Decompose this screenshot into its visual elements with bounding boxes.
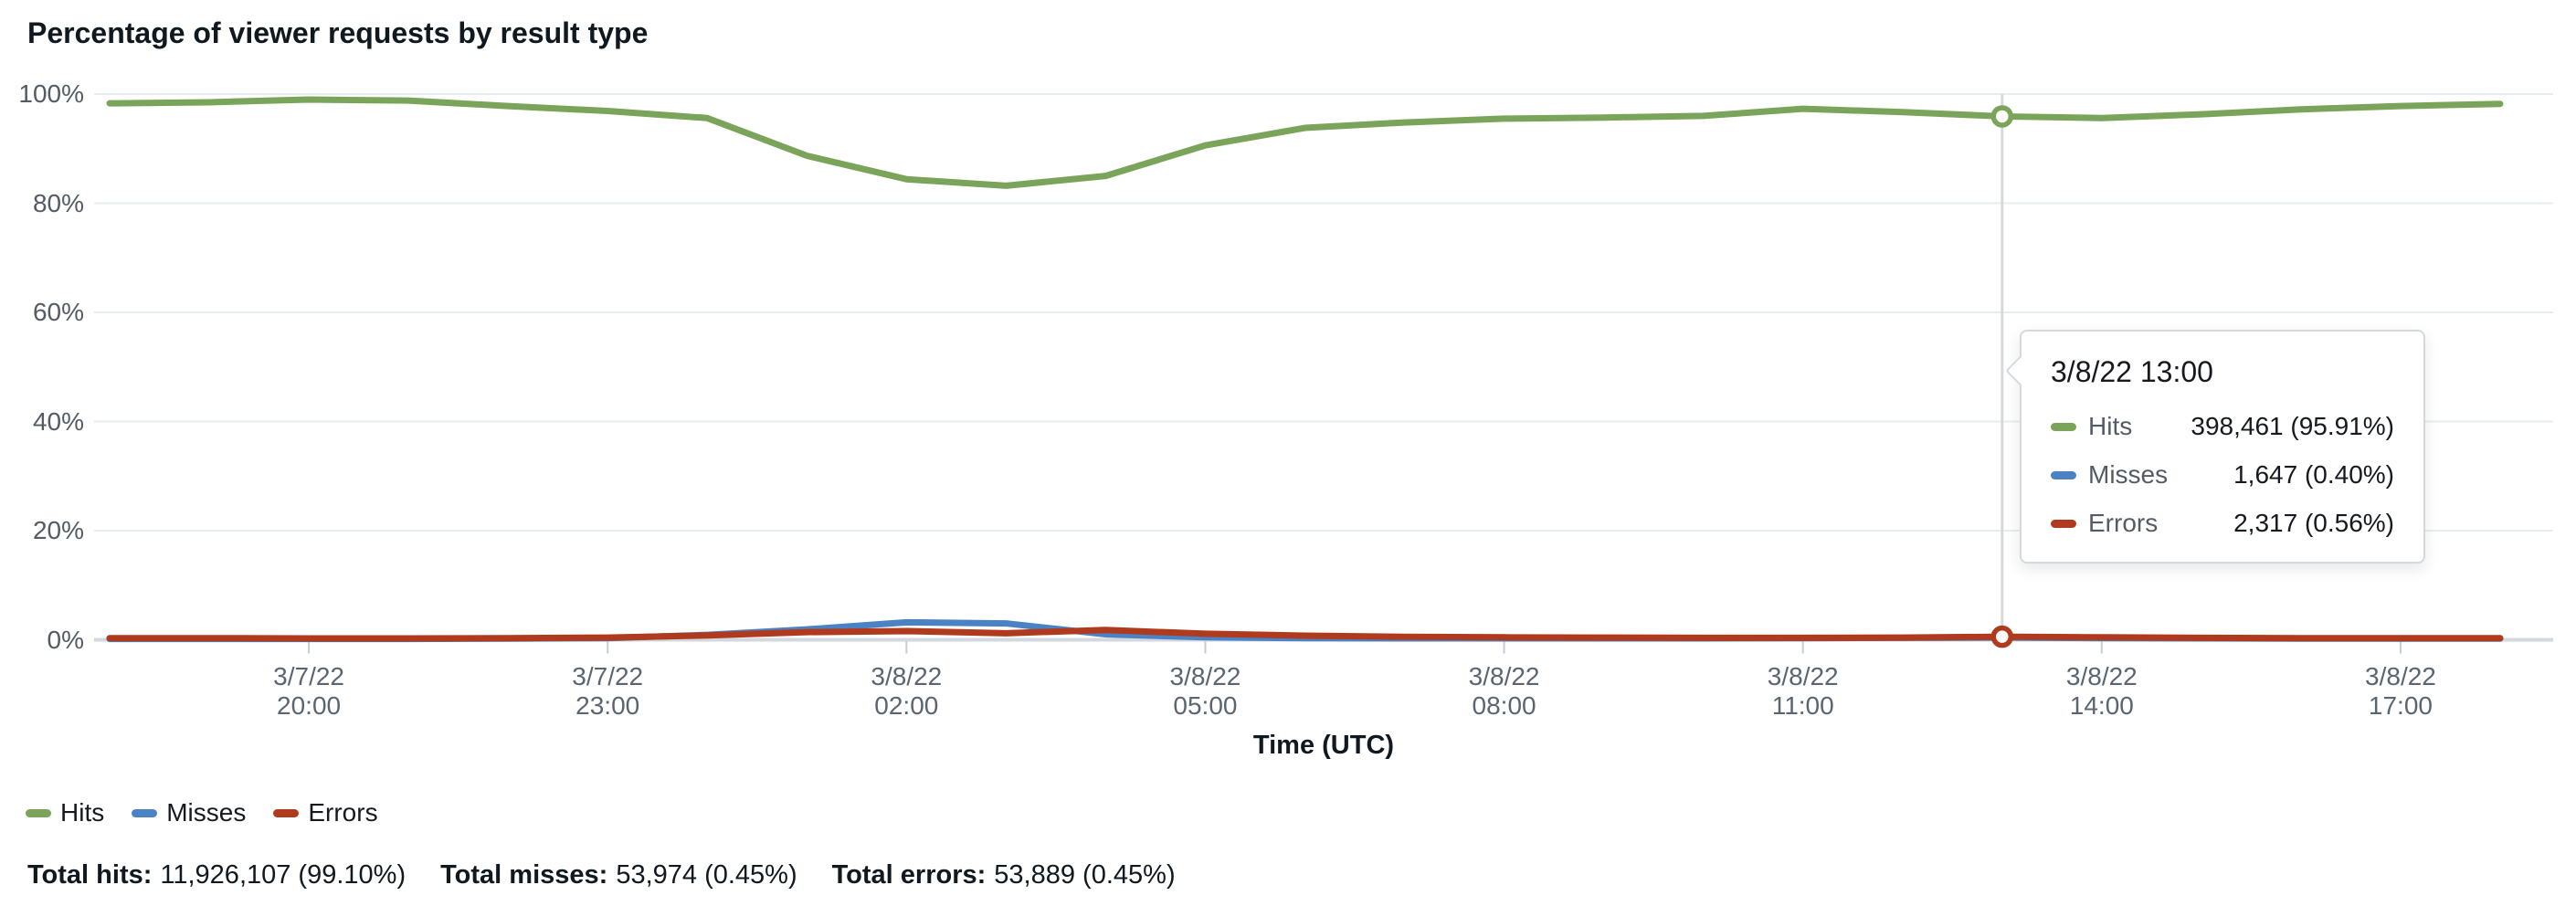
errors-series-swatch-icon (273, 808, 300, 817)
y-axis-label-100: 100% (18, 79, 84, 108)
total-total-errors: Total errors: 53,889 (0.45%) (832, 860, 1176, 890)
x-label-date: 3/8/22 (1468, 662, 1540, 690)
tooltip-series-value: 2,317 (0.56%) (2233, 509, 2394, 537)
x-label-date: 3/8/22 (2365, 662, 2436, 690)
tooltip-series-value: 398,461 (95.91%) (2191, 412, 2394, 440)
total-value: 53,974 (0.45%) (616, 859, 797, 890)
total-total-hits: Total hits: 11,926,107 (99.10%) (27, 860, 406, 890)
x-label-time: 05:00 (1173, 691, 1238, 720)
x-label-date: 3/8/22 (1767, 662, 1839, 690)
x-label-date: 3/8/22 (2065, 662, 2138, 690)
misses-series-swatch-icon (132, 808, 158, 817)
x-axis-label: 3/8/22 14:00 (2001, 662, 2202, 721)
x-axis-label: 3/8/22 05:00 (1104, 662, 1305, 721)
total-value: 53,889 (0.45%) (994, 859, 1176, 890)
errors-series-swatch-icon (2051, 519, 2076, 528)
x-label-date: 3/8/22 (871, 662, 943, 690)
misses-series-swatch-icon (2051, 470, 2076, 479)
x-label-time: 11:00 (1771, 691, 1834, 720)
hits-line-series (106, 96, 2504, 189)
chart-title: Percentage of viewer requests by result … (27, 16, 649, 49)
y-axis-label-80: 80% (32, 188, 84, 217)
chart-legend: Hits Misses Errors (26, 797, 378, 828)
total-label: Total misses: (440, 859, 608, 890)
legend-label: Hits (60, 798, 105, 827)
chart-tooltip: 3/8/22 13:00 Hits 398,461 (95.91%) Misses 1… (2020, 330, 2425, 564)
x-label-time: 14:00 (2069, 691, 2134, 720)
totals-bar: Total hits: 11,926,107 (99.10%) Total miss… (27, 859, 1176, 891)
x-label-date: 3/7/22 (273, 662, 344, 690)
legend-item-errors[interactable]: Errors (273, 797, 378, 828)
tooltip-series-value: 1,647 (0.40%) (2233, 460, 2394, 489)
x-label-time: 08:00 (1472, 691, 1536, 720)
errors-highlight-point (1990, 625, 2014, 648)
legend-item-misses[interactable]: Misses (132, 797, 246, 828)
chart-plot-area[interactable] (0, 0, 2576, 758)
legend-item-hits[interactable]: Hits (26, 797, 104, 828)
x-label-time: 02:00 (874, 691, 939, 720)
tooltip-row-hits: Hits 398,461 (95.91%) (2051, 412, 2394, 441)
tooltip-series-label: Misses (2088, 460, 2169, 489)
tooltip-series-label: Hits (2088, 412, 2133, 440)
x-axis-label: 3/8/22 08:00 (1404, 662, 1605, 721)
total-value: 11,926,107 (99.10%) (160, 859, 406, 890)
x-axis-label: 3/7/22 20:00 (208, 662, 409, 721)
y-axis-label-0: 0% (47, 625, 84, 654)
x-label-time: 17:00 (2368, 691, 2433, 720)
tooltip-timestamp: 3/8/22 13:00 (2051, 355, 2213, 388)
hits-highlight-point (1990, 105, 2014, 128)
tooltip-row-misses: Misses 1,647 (0.40%) (2051, 460, 2394, 490)
x-label-time: 23:00 (575, 691, 640, 720)
total-total-misses: Total misses: 53,974 (0.45%) (440, 860, 797, 890)
errors-line-series (106, 627, 2504, 642)
y-axis-label-60: 60% (32, 298, 84, 326)
legend-label: Errors (308, 798, 378, 827)
x-label-time: 20:00 (277, 691, 342, 720)
x-axis-label: 3/8/22 02:00 (806, 662, 1007, 721)
tooltip-row-errors: Errors 2,317 (0.56%) (2051, 509, 2394, 538)
y-axis-label-20: 20% (32, 516, 84, 544)
hits-series-swatch-icon (2051, 422, 2076, 431)
x-label-date: 3/8/22 (1169, 662, 1241, 690)
x-axis-label: 3/7/22 23:00 (507, 662, 708, 721)
y-axis-label-40: 40% (32, 406, 84, 436)
tooltip-series-label: Errors (2088, 509, 2159, 537)
hits-series-swatch-icon (26, 808, 51, 817)
x-axis-title: Time (UTC) (1252, 731, 1395, 760)
x-label-date: 3/7/22 (572, 662, 644, 690)
total-label: Total hits: (27, 859, 153, 890)
x-axis-label: 3/8/22 17:00 (2300, 662, 2501, 721)
x-axis-label: 3/8/22 11:00 (1703, 662, 1904, 721)
legend-label: Misses (166, 798, 247, 827)
total-label: Total errors: (831, 859, 987, 890)
